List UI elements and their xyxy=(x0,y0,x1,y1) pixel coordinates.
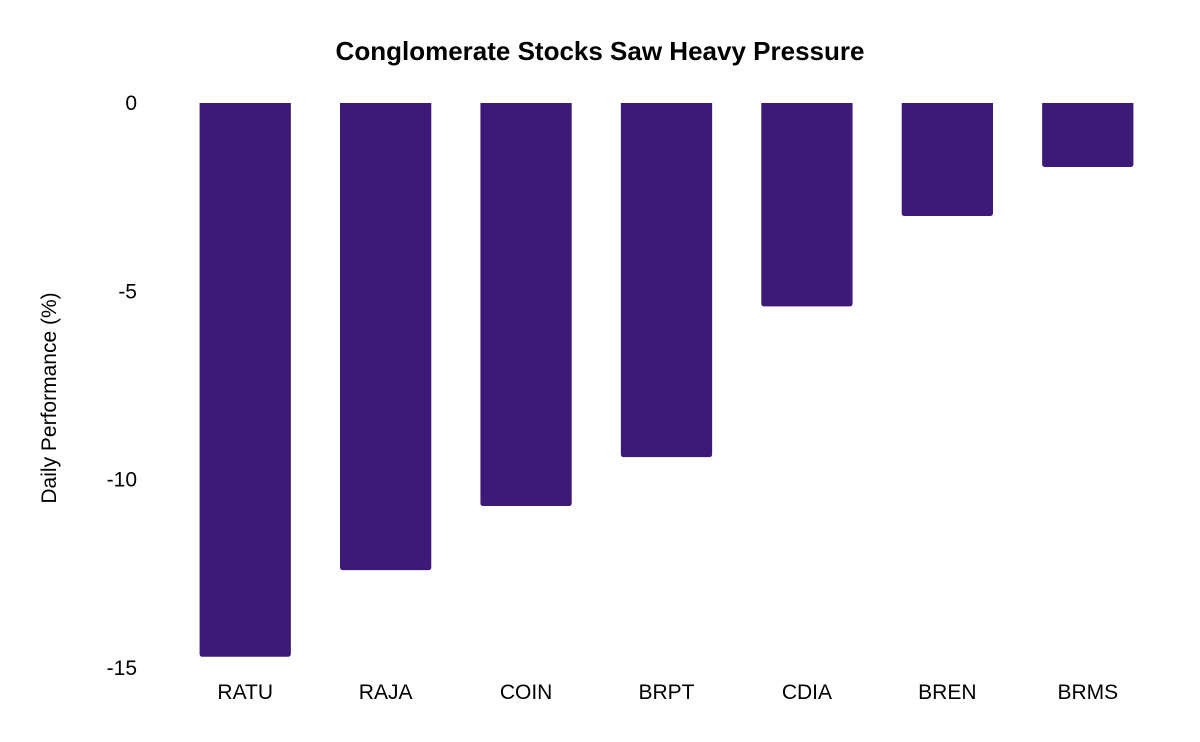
y-axis-ticks: 0 -5 -10 -15 xyxy=(107,92,137,680)
y-tick-label: -15 xyxy=(107,657,137,680)
x-tick-label: COIN xyxy=(500,681,553,704)
bar-raja xyxy=(340,103,432,571)
bar-brpt xyxy=(620,103,713,458)
bar-brms xyxy=(1042,103,1134,168)
chart-title: Conglomerate Stocks Saw Heavy Pressure xyxy=(336,36,865,66)
x-tick-label: BRMS xyxy=(1057,681,1118,704)
x-axis-ticks: RATU RAJA COIN BRPT CDIA BREN BRMS xyxy=(217,681,1118,704)
bar-ratu xyxy=(199,103,291,657)
x-tick-label: CDIA xyxy=(782,681,832,704)
bars xyxy=(199,103,1134,657)
bar-cdia xyxy=(761,103,853,307)
bar-coin xyxy=(480,103,572,507)
x-tick-label: RATU xyxy=(217,681,273,704)
y-tick-label: 0 xyxy=(125,92,137,115)
y-tick-label: -5 xyxy=(118,280,137,303)
y-axis-label: Daily Performance (%) xyxy=(38,292,61,503)
bar-bren xyxy=(901,103,993,216)
y-tick-label: -10 xyxy=(107,469,137,492)
x-tick-label: BRPT xyxy=(638,681,694,704)
x-tick-label: BREN xyxy=(918,681,976,704)
x-tick-label: RAJA xyxy=(359,681,413,704)
